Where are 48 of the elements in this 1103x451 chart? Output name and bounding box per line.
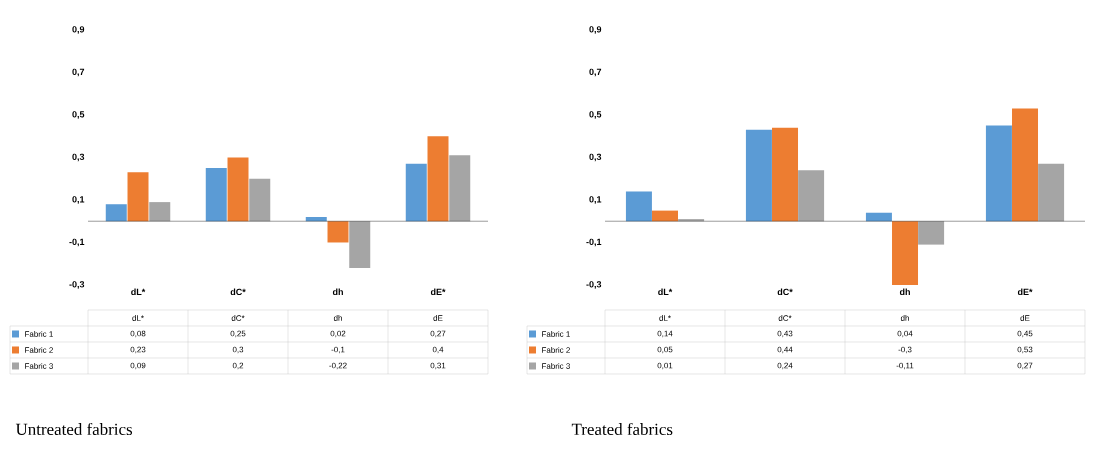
x-tick-label: dC* <box>230 288 246 296</box>
bar <box>745 129 772 222</box>
y-tick-label: -0,3 <box>69 281 85 289</box>
text: Untreated fabrics <box>15 422 133 436</box>
y-tick-label: 0,9 <box>589 26 602 34</box>
bar <box>127 172 149 222</box>
y-tick-label: 0,9 <box>72 26 85 34</box>
y-tick-label: 0,1 <box>589 196 602 204</box>
y-tick-label: -0,3 <box>586 281 602 289</box>
y-tick-label: 0,7 <box>72 68 85 77</box>
text: Treated fabrics <box>571 422 673 436</box>
y-tick-label: 0,1 <box>72 196 85 204</box>
y-tick-label: -0,1 <box>586 238 602 247</box>
bar <box>865 212 892 222</box>
y-tick-label: 0,5 <box>72 111 85 119</box>
bar <box>327 221 349 243</box>
y-tick-label: -0,1 <box>69 238 85 247</box>
x-tick-label: dL* <box>131 288 146 296</box>
bar <box>625 191 652 222</box>
bar <box>772 127 799 222</box>
x-tick-label: dh <box>332 288 343 296</box>
y-tick-label: 0,3 <box>589 153 602 162</box>
bar <box>349 221 371 268</box>
bar <box>678 219 705 222</box>
bar <box>918 221 945 245</box>
y-tick-label: 0,3 <box>72 153 85 162</box>
y-tick-label: 0,7 <box>589 68 602 77</box>
bar <box>405 163 427 222</box>
bar <box>985 125 1012 222</box>
y-tick-label: 0,5 <box>589 111 602 119</box>
bar <box>798 170 825 222</box>
bar <box>427 136 449 222</box>
bar <box>305 216 327 222</box>
bar <box>1012 108 1039 222</box>
bar <box>249 178 271 222</box>
bar <box>105 204 127 222</box>
x-tick-label: dL* <box>658 288 673 296</box>
bar <box>1038 163 1065 222</box>
bar <box>652 210 679 222</box>
x-tick-label: dE* <box>1017 288 1033 296</box>
x-tick-label: dE* <box>430 288 446 296</box>
bar <box>449 155 471 222</box>
bar <box>892 221 919 285</box>
bar <box>149 202 171 222</box>
bar <box>227 157 249 222</box>
x-tick-label: dh <box>899 288 910 296</box>
x-tick-label: dC* <box>777 288 793 296</box>
bar <box>205 168 227 222</box>
